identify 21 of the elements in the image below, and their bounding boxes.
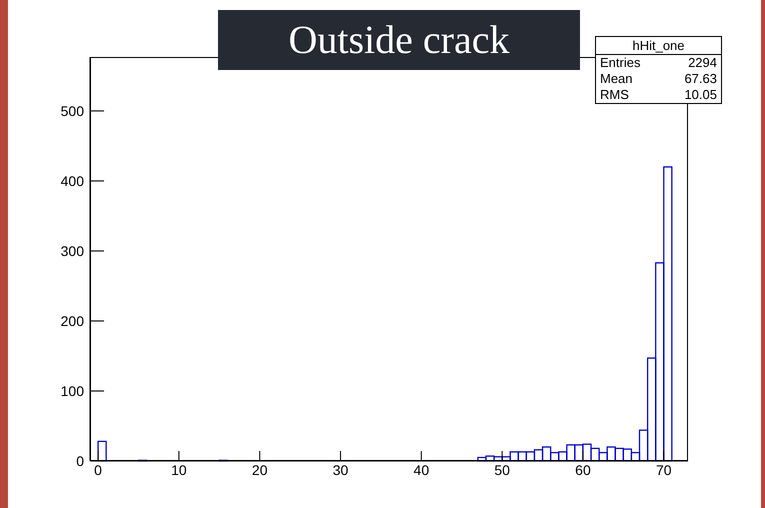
annotation: 10.05 <box>684 87 717 103</box>
x-tick-label: 50 <box>494 462 510 478</box>
x-tick-label: 60 <box>575 462 591 478</box>
x-tick-label: 30 <box>332 462 349 478</box>
y-tick-label: 400 <box>60 172 84 189</box>
x-tick-label: 20 <box>252 462 268 478</box>
y-tick-label: 500 <box>60 102 84 119</box>
x-tick-label: 0 <box>94 462 102 478</box>
y-tick-label: 300 <box>60 242 84 259</box>
title-box: Outside crack <box>218 10 580 70</box>
text: 2294 <box>688 55 717 71</box>
x-tick-label: 40 <box>414 462 430 478</box>
x-tick-label: 10 <box>171 462 187 478</box>
annotation: 67.63 <box>684 71 717 87</box>
y-tick-label: 100 <box>60 382 84 399</box>
text: hHit_one <box>596 37 721 55</box>
annotation: Mean <box>600 71 633 87</box>
annotation: RMS <box>600 87 629 103</box>
x-tick-label: 70 <box>656 462 672 478</box>
annotation: Entries <box>600 55 640 71</box>
y-tick-label: 200 <box>60 312 84 329</box>
